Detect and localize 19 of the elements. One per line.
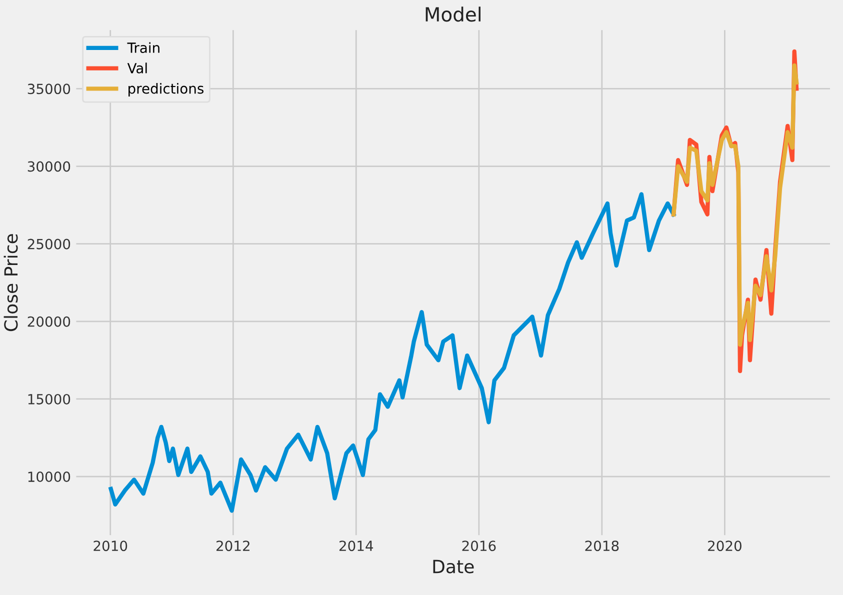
x-axis-title: Date: [433, 560, 474, 574]
legend-label: Train: [127, 42, 160, 53]
line-series: [108, 192, 676, 513]
legend-label: Val: [127, 62, 147, 74]
legend-label: predictions: [128, 83, 204, 96]
x-tick-label: 2018: [585, 540, 619, 552]
y-tick-label: 25000: [28, 238, 70, 250]
y-axis-title: Close Price: [4, 234, 18, 332]
chart-title: Model: [426, 6, 480, 22]
x-tick-label: 2016: [462, 540, 496, 552]
y-tick-label: 10000: [28, 472, 70, 482]
y-tick-label: 35000: [28, 84, 70, 94]
x-tick-label: 2010: [94, 540, 128, 552]
y-tick-label: 30000: [28, 161, 70, 172]
x-tick-label: 2020: [708, 540, 742, 552]
x-tick-label: 2012: [216, 540, 250, 552]
y-tick-label: 20000: [28, 316, 70, 327]
y-tick-label: 15000: [28, 394, 70, 404]
x-tick-label: 2014: [339, 540, 374, 552]
